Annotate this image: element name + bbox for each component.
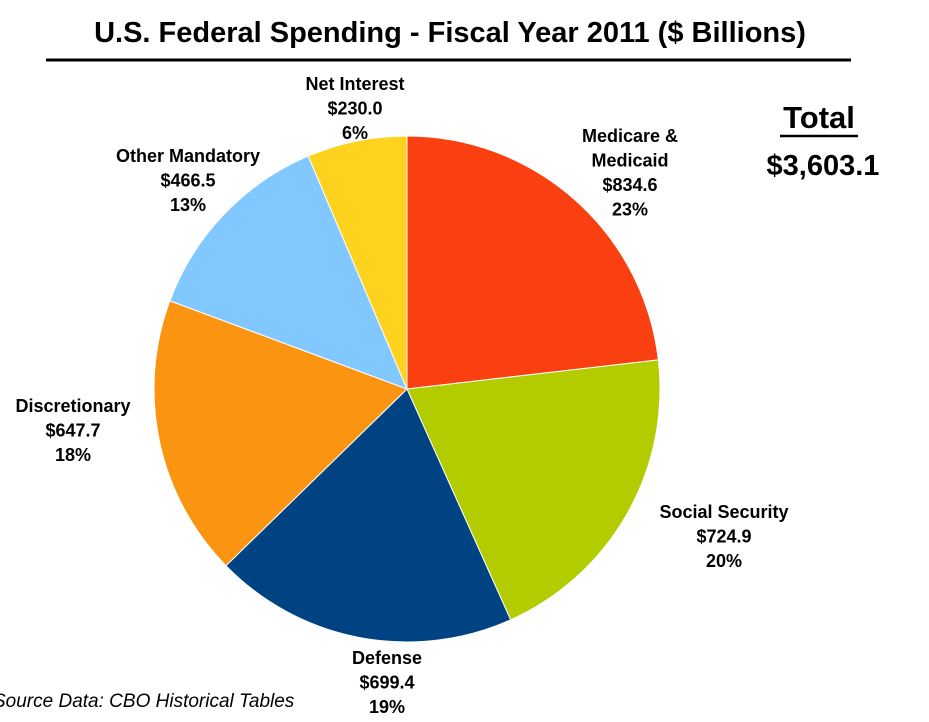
label-net-interest: Net Interest $230.0 6% [305, 74, 404, 143]
pie-slices [153, 135, 661, 643]
slice-labels: Medicare & Medicaid $834.6 23% Social Securi… [15, 74, 788, 717]
total-heading: Total [783, 100, 855, 135]
slice-other-mandatory [169, 155, 408, 390]
total-value: $3,603.1 [767, 150, 880, 182]
chart-title: U.S. Federal Spending - Fiscal Year 2011… [94, 17, 806, 49]
source-note: Source Data: CBO Historical Tables [0, 691, 295, 712]
slice-medicare-and-medicaid [406, 135, 659, 390]
label-social-security: Social Security $724.9 20% [659, 502, 788, 571]
slice-social-security [406, 359, 661, 621]
label-other-mandatory: Other Mandatory $466.5 13% [116, 146, 260, 215]
label-medicare-and-medicaid: Medicare & Medicaid $834.6 23% [582, 126, 678, 220]
slice-defense [225, 388, 512, 643]
slice-discretionary [153, 300, 408, 567]
label-defense: Defense $699.4 19% [352, 648, 422, 717]
slice-net-interest [307, 135, 408, 390]
label-discretionary: Discretionary $647.7 18% [15, 396, 130, 465]
